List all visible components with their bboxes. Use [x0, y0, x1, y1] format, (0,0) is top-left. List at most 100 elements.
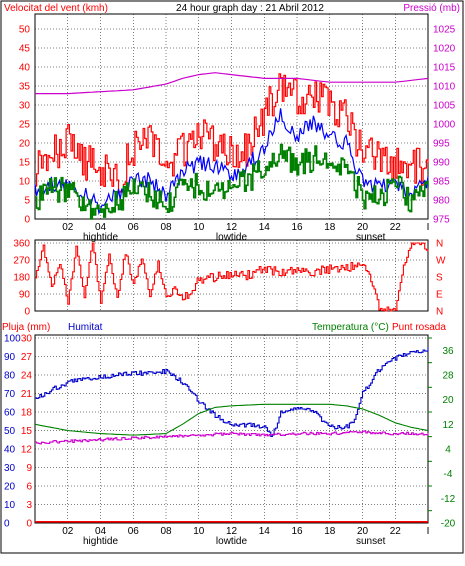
direction-tick-label: 90 — [19, 290, 31, 301]
pressure-tick-label: 1000 — [433, 120, 456, 131]
outer-frame — [0, 0, 464, 554]
wind-tick-label: 15 — [19, 158, 31, 169]
temperature-tick-label: -4 — [444, 469, 453, 480]
pressure-tick-label: 1010 — [433, 82, 456, 93]
x-tick-label: 16 — [291, 526, 303, 537]
wind-tick-label: 30 — [19, 101, 31, 112]
pressure-tick-label: 995 — [433, 139, 450, 150]
x-tick-label: I — [427, 222, 430, 233]
humidity-tick-label: 70 — [4, 389, 16, 400]
x-tick-label: 12 — [226, 222, 238, 233]
temperature-tick-label: 28 — [442, 371, 454, 382]
x-tick-label: 14 — [259, 222, 271, 233]
rain-tick-label: 24 — [21, 371, 33, 382]
x-tick-label: 18 — [324, 526, 336, 537]
compass-label: N — [436, 239, 443, 250]
humidity-line — [35, 347, 429, 437]
wind-tick-label: 5 — [24, 196, 30, 207]
x-tick-label: 08 — [160, 222, 172, 233]
x-tick-label: 20 — [357, 222, 369, 233]
rain-tick-label: 21 — [21, 389, 33, 400]
temperature-tick-label: 20 — [442, 395, 454, 406]
wind-tick-label: 25 — [19, 120, 31, 131]
temperature-tick-label: 4 — [445, 445, 451, 456]
temperature-tick-label: 36 — [442, 346, 454, 357]
temperature-tick-label: -12 — [441, 494, 456, 505]
humidity-tick-label: 30 — [4, 463, 16, 474]
pressure-tick-label: 1025 — [433, 25, 456, 36]
pressure-tick-label: 980 — [433, 196, 450, 207]
humidity-tick-label: 0 — [4, 519, 10, 530]
temperature-axis-label: Temperatura (°C) — [312, 322, 389, 333]
tide-annotation: sunset — [356, 536, 386, 547]
x-tick-label: 12 — [226, 526, 238, 537]
direction-tick-label: 270 — [13, 256, 30, 267]
wind-tick-label: 10 — [19, 177, 31, 188]
pressure-tick-label: 1015 — [433, 63, 456, 74]
rain-tick-label: 6 — [26, 482, 32, 493]
humidity-tick-label: 80 — [4, 371, 16, 382]
humidity-tick-label: 90 — [4, 352, 16, 363]
wind-max-line — [35, 73, 429, 193]
x-tick-label: 22 — [390, 526, 402, 537]
compass-label: N — [436, 307, 443, 318]
wind-min-line — [35, 143, 429, 220]
wind-pressure-panel: 0510152025303540455097598098599099510001… — [19, 13, 456, 243]
rain-tick-label: 27 — [21, 352, 33, 363]
x-tick-label: 18 — [324, 222, 336, 233]
tide-annotation: lowtide — [216, 232, 248, 243]
x-tick-label: 22 — [390, 222, 402, 233]
direction-tick-label: 180 — [13, 273, 30, 284]
direction-tick-label: 360 — [13, 239, 30, 250]
x-tick-label: 10 — [193, 526, 205, 537]
humidity-tick-label: 100 — [4, 334, 21, 345]
humidity-tick-label: 20 — [4, 482, 16, 493]
x-tick-label: 04 — [95, 222, 107, 233]
wind-direction-line — [35, 242, 429, 312]
humidity-tick-label: 10 — [4, 500, 16, 511]
rain-tick-label: 3 — [26, 500, 32, 511]
wind-tick-label: 0 — [24, 215, 30, 226]
wind-tick-label: 20 — [19, 139, 31, 150]
x-tick-label: 02 — [62, 222, 74, 233]
tide-annotation: sunset — [356, 232, 386, 243]
tide-annotation: hightide — [83, 536, 118, 547]
humidity-tick-label: 60 — [4, 408, 16, 419]
x-tick-label: 20 — [357, 526, 369, 537]
x-tick-label: 06 — [128, 222, 140, 233]
dewpoint-axis-label: Punt rosada — [392, 322, 446, 333]
pressure-tick-label: 1020 — [433, 44, 456, 55]
compass-label: W — [436, 256, 446, 267]
rain-tick-label: 12 — [21, 445, 33, 456]
wind-tick-label: 50 — [19, 25, 31, 36]
x-tick-label: 08 — [160, 526, 172, 537]
pressure-tick-label: 985 — [433, 177, 450, 188]
tide-annotation: hightide — [83, 232, 118, 243]
rain-tick-label: 9 — [26, 463, 32, 474]
humidity-tick-label: 40 — [4, 445, 16, 456]
x-tick-label: 06 — [128, 526, 140, 537]
rain-tick-label: 15 — [21, 426, 33, 437]
rain-tick-label: 30 — [21, 334, 33, 345]
compass-label: S — [436, 273, 443, 284]
tide-annotation: lowtide — [216, 536, 248, 547]
x-tick-label: 02 — [62, 526, 74, 537]
wind-tick-label: 40 — [19, 63, 31, 74]
humidity-tick-label: 50 — [4, 426, 16, 437]
x-tick-label: 14 — [259, 526, 271, 537]
x-tick-label: 04 — [95, 526, 107, 537]
chart-title: 24 hour graph day : 21 Abril 2012 — [176, 3, 324, 14]
temperature-tick-label: -20 — [441, 519, 456, 530]
pressure-tick-label: 975 — [433, 215, 450, 226]
direction-tick-label: 0 — [24, 307, 30, 318]
pressure-line — [35, 72, 429, 95]
temperature-line — [34, 403, 429, 436]
wind-tick-label: 35 — [19, 82, 31, 93]
compass-label: E — [436, 290, 443, 301]
x-tick-label: 16 — [291, 222, 303, 233]
